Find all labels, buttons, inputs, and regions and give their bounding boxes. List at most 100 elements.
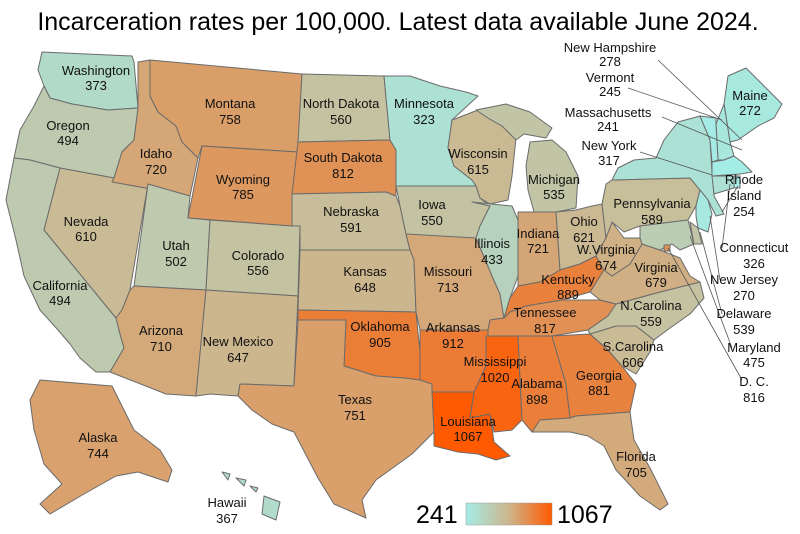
- state-value-ar: 912: [442, 336, 464, 351]
- leader-line: [667, 247, 743, 381]
- leader-line: [699, 231, 723, 315]
- state-name-ak: Alaska: [78, 430, 118, 445]
- leader-line: [709, 215, 721, 281]
- leader-line: [639, 151, 713, 176]
- state-value-nm: 647: [227, 350, 249, 365]
- state-value-dc: 816: [743, 390, 765, 405]
- state-value-az: 710: [150, 339, 172, 354]
- state-shape-ia: [395, 185, 491, 241]
- state-shape-pa: [601, 177, 701, 239]
- leader-line: [689, 235, 733, 349]
- state-name-il: Illinois: [474, 236, 511, 251]
- state-name-ky: Kentucky: [541, 272, 595, 287]
- leader-line: [721, 185, 739, 213]
- state-value-nv: 610: [75, 229, 97, 244]
- state-name-mi: Michigan: [528, 172, 580, 187]
- state-value-de: 539: [733, 322, 755, 337]
- state-name-oh: Ohio: [570, 214, 597, 229]
- state-value-co: 556: [247, 263, 269, 278]
- legend-max-label: 1067: [557, 501, 613, 529]
- state-shape-mi: [475, 103, 579, 213]
- state-value-wv: 674: [595, 258, 617, 273]
- state-value-id: 720: [145, 162, 167, 177]
- state-value-mo: 713: [437, 280, 459, 295]
- state-value-ky: 889: [557, 287, 579, 302]
- state-name-me: Maine: [732, 88, 767, 103]
- state-value-va: 679: [645, 275, 667, 290]
- state-value-me: 272: [739, 103, 761, 118]
- state-labels: Washington373Oregon494California494Nevad…: [33, 40, 789, 526]
- state-value-ut: 502: [165, 254, 187, 269]
- state-value-la: 1067: [454, 429, 483, 444]
- state-value-mt: 758: [219, 112, 241, 127]
- state-value-tx: 751: [344, 408, 366, 423]
- state-name-ga: Georgia: [576, 368, 623, 383]
- leader-line: [661, 116, 743, 151]
- state-value-pa: 589: [641, 212, 663, 227]
- state-value-hi: 367: [216, 511, 238, 526]
- state-value-ia: 550: [421, 213, 443, 228]
- state-value-ga: 881: [588, 383, 610, 398]
- state-name-wa: Washington: [62, 63, 130, 78]
- state-value-al: 898: [526, 392, 548, 407]
- state-shape-hi: [221, 471, 281, 521]
- state-value-md: 475: [743, 355, 765, 370]
- state-value-ms: 1020: [481, 370, 510, 385]
- state-name-co: Colorado: [232, 248, 285, 263]
- state-name-ok: Oklahoma: [350, 319, 410, 334]
- state-name-nm: New Mexico: [203, 334, 274, 349]
- state-value-in: 721: [527, 241, 549, 256]
- state-name-nv: Nevada: [64, 214, 110, 229]
- state-name-ar: Arkansas: [426, 320, 481, 335]
- leader-line: [721, 183, 731, 249]
- state-value-ok: 905: [369, 335, 391, 350]
- state-value-ne: 591: [340, 220, 362, 235]
- state-value-ny: 317: [598, 153, 620, 168]
- state-name-in: Indiana: [517, 226, 560, 241]
- state-value-wi: 615: [467, 162, 489, 177]
- state-name-mo: Missouri: [424, 264, 473, 279]
- states-layer: [5, 51, 783, 521]
- state-name-ma: Massachusetts: [565, 105, 652, 120]
- state-value-ca: 494: [49, 293, 71, 308]
- map-title: Incarceration rates per 100,000. Latest …: [37, 8, 758, 36]
- state-value-sc: 606: [622, 355, 644, 370]
- state-value-nh: 278: [599, 54, 621, 69]
- state-value-vt: 245: [599, 84, 621, 99]
- state-value-nj: 270: [733, 288, 755, 303]
- state-name-sc: S.Carolina: [603, 339, 664, 354]
- state-name-ut: Utah: [162, 238, 189, 253]
- legend-min-label: 241: [416, 501, 458, 529]
- state-name-ks: Kansas: [343, 264, 387, 279]
- state-shape-fl: [531, 411, 669, 511]
- state-value-wa: 373: [85, 78, 107, 93]
- state-name-sd: South Dakota: [304, 150, 384, 165]
- state-shape-ct: [711, 175, 735, 195]
- state-name-ia: Iowa: [418, 197, 446, 212]
- state-value-oh: 621: [573, 230, 595, 245]
- state-value-wy: 785: [232, 187, 254, 202]
- leader-line: [627, 87, 723, 121]
- state-name-ne: Nebraska: [323, 204, 379, 219]
- state-value-ks: 648: [354, 280, 376, 295]
- state-name-wv: W.Virginia: [577, 242, 636, 257]
- state-name-ny: New York: [582, 138, 637, 153]
- leader-line: [657, 59, 743, 141]
- state-value-nd: 560: [330, 112, 352, 127]
- state-name-vt: Vermont: [586, 70, 635, 85]
- state-value-il: 433: [481, 252, 503, 267]
- state-name-va: Virginia: [634, 260, 678, 275]
- state-shape-md: [639, 219, 695, 251]
- legend-gradient-bar: [465, 502, 553, 526]
- state-name-wy: Wyoming: [216, 172, 270, 187]
- state-shape-nj: [695, 189, 713, 233]
- state-value-sd: 812: [332, 166, 354, 181]
- state-value-fl: 705: [625, 465, 647, 480]
- state-name-mt: Montana: [205, 96, 256, 111]
- state-name-pa: Pennsylvania: [613, 196, 691, 211]
- state-value-tn: 817: [534, 321, 556, 336]
- state-name-az: Arizona: [139, 323, 184, 338]
- state-name-nj: New Jersey: [710, 272, 778, 287]
- state-name-nh: New Hampshire: [564, 40, 656, 55]
- state-value-mi: 535: [543, 187, 565, 202]
